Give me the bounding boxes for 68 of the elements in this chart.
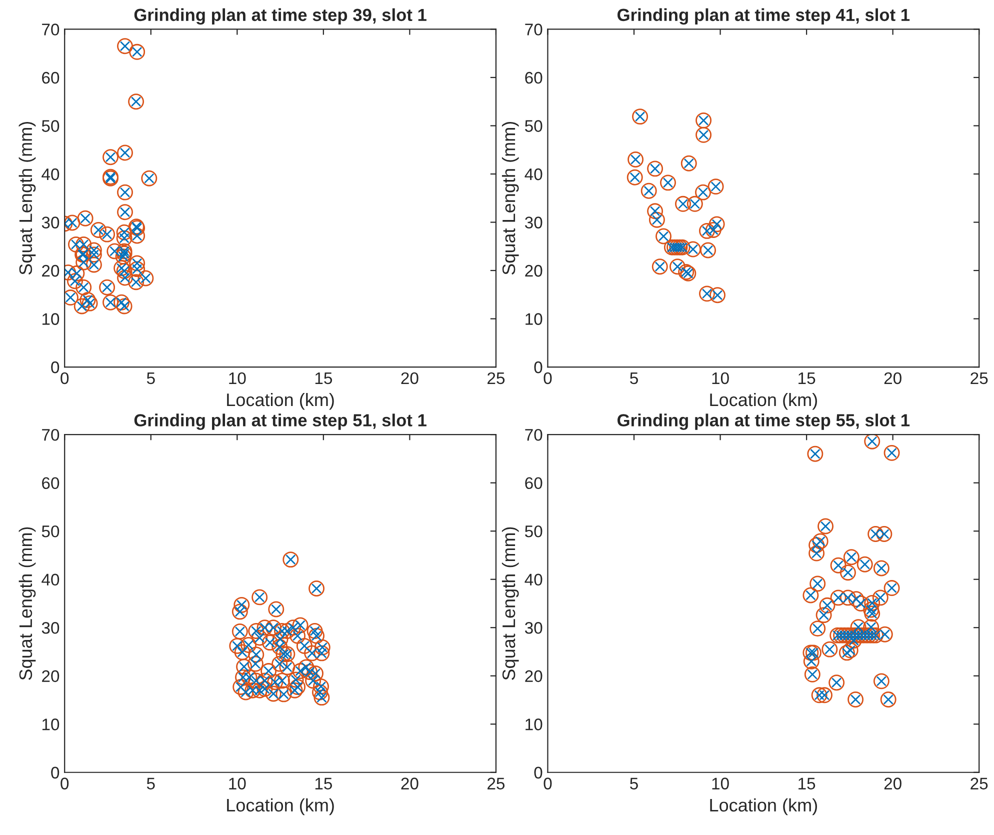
x-tick-label: 15	[315, 778, 332, 790]
y-tick-label: 40	[524, 574, 542, 586]
x-tick-label: 5	[146, 372, 155, 384]
y-tick-label: 70	[525, 24, 542, 36]
y-axis-title: Squat Length (mm)	[18, 122, 36, 275]
y-tick-label: 70	[42, 428, 60, 441]
y-tick-label: 10	[42, 718, 60, 730]
x-tick-label: 0	[60, 372, 69, 384]
x-tick-label: 25	[970, 778, 988, 790]
y-axis-title: Squat Length (mm)	[502, 122, 519, 275]
x-tick-label: 5	[146, 778, 155, 790]
y-tick-label: 30	[524, 622, 542, 634]
x-tick-label: 15	[315, 372, 332, 384]
x-tick-label: 10	[229, 778, 246, 790]
y-tick-label: 10	[526, 718, 542, 730]
y-tick-label: 70	[42, 24, 60, 36]
chart-title: Grinding plan at time step 39, slot 1	[134, 8, 426, 25]
x-tick-label: 10	[712, 372, 729, 384]
x-tick-label: 20	[884, 778, 902, 790]
y-tick-label: 20	[42, 264, 60, 277]
x-axis-title: Location (km)	[227, 798, 334, 816]
y-tick-label: 60	[42, 72, 60, 84]
x-tick-label: 5	[630, 372, 638, 384]
x-tick-label: 20	[401, 372, 418, 384]
x-tick-label: 0	[60, 778, 69, 790]
y-tick-label: 20	[42, 670, 60, 682]
y-tick-label: 60	[525, 477, 542, 490]
y-tick-label: 40	[42, 168, 60, 180]
y-tick-label: 40	[524, 168, 542, 180]
x-tick-label: 25	[488, 372, 505, 384]
x-tick-label: 20	[884, 372, 902, 384]
x-tick-label: 15	[798, 778, 816, 790]
y-tick-label: 0	[51, 766, 60, 779]
y-tick-label: 0	[534, 766, 542, 779]
chart-title: Grinding plan at time step 41, slot 1	[618, 8, 910, 25]
y-tick-label: 30	[42, 622, 60, 634]
x-tick-label: 0	[544, 372, 552, 384]
y-axis-title: Squat Length (mm)	[18, 527, 36, 680]
y-tick-label: 60	[525, 72, 542, 84]
y-tick-label: 10	[526, 313, 542, 325]
y-tick-label: 40	[42, 574, 60, 586]
x-tick-label: 25	[970, 372, 988, 384]
y-tick-label: 50	[525, 120, 542, 132]
y-axis-title: Squat Length (mm)	[502, 527, 519, 680]
x-tick-label: 20	[401, 778, 418, 790]
y-tick-label: 60	[42, 477, 60, 490]
y-tick-label: 50	[525, 525, 542, 538]
y-tick-label: 70	[525, 428, 542, 441]
y-tick-label: 30	[42, 216, 60, 228]
x-tick-label: 5	[630, 778, 638, 790]
y-tick-label: 20	[525, 264, 542, 277]
x-tick-label: 15	[798, 372, 816, 384]
y-tick-label: 50	[42, 120, 60, 132]
chart-title: Grinding plan at time step 51, slot 1	[134, 414, 426, 430]
y-tick-label: 50	[42, 525, 60, 538]
y-tick-label: 30	[524, 216, 542, 228]
x-tick-label: 10	[712, 778, 729, 790]
x-tick-label: 10	[229, 372, 246, 384]
x-tick-label: 25	[488, 778, 505, 790]
x-axis-title: Location (km)	[710, 798, 817, 816]
x-axis-title: Location (km)	[710, 392, 817, 410]
y-tick-label: 0	[51, 361, 60, 374]
chart-title: Grinding plan at time step 55, slot 1	[618, 414, 910, 430]
y-tick-label: 0	[534, 361, 542, 374]
x-tick-label: 0	[544, 778, 552, 790]
x-axis-title: Location (km)	[227, 392, 334, 410]
y-tick-label: 20	[525, 670, 542, 682]
y-tick-label: 10	[42, 313, 60, 325]
